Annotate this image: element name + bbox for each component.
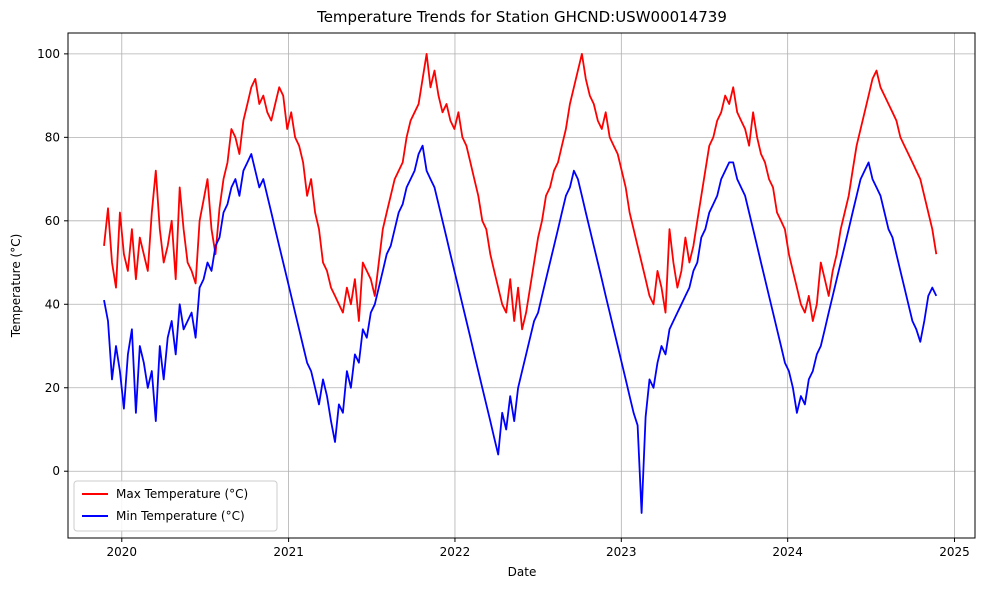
y-tick-label: 0 xyxy=(52,464,60,478)
y-axis-label: Temperature (°C) xyxy=(9,234,23,339)
y-tick-label: 100 xyxy=(37,47,60,61)
y-tick-label: 80 xyxy=(45,130,60,144)
x-axis: 2020 2021 2022 2023 2024 2025 xyxy=(107,538,970,559)
series-min-temperature xyxy=(103,144,938,514)
chart-title: Temperature Trends for Station GHCND:USW… xyxy=(316,8,727,26)
plot-frame xyxy=(67,32,976,539)
y-tick-label: 20 xyxy=(45,381,60,395)
x-tick-label: 2024 xyxy=(772,545,803,559)
x-tick-label: 2022 xyxy=(440,545,471,559)
x-tick-label: 2021 xyxy=(273,545,304,559)
grid xyxy=(68,33,975,538)
y-tick-label: 60 xyxy=(45,214,60,228)
legend-frame xyxy=(73,480,278,532)
series-max-temperature xyxy=(103,53,938,331)
x-tick-label: 2023 xyxy=(606,545,637,559)
legend: Max Temperature (°C) Min Temperature (°C… xyxy=(73,480,278,532)
y-axis: 0 20 40 60 80 100 xyxy=(37,47,68,478)
x-tick-label: 2020 xyxy=(107,545,138,559)
legend-label-max: Max Temperature (°C) xyxy=(116,487,248,501)
legend-label-min: Min Temperature (°C) xyxy=(116,509,245,523)
x-tick-label: 2025 xyxy=(939,545,970,559)
series-layer xyxy=(103,53,938,514)
x-axis-label: Date xyxy=(508,565,537,579)
y-tick-label: 40 xyxy=(45,297,60,311)
